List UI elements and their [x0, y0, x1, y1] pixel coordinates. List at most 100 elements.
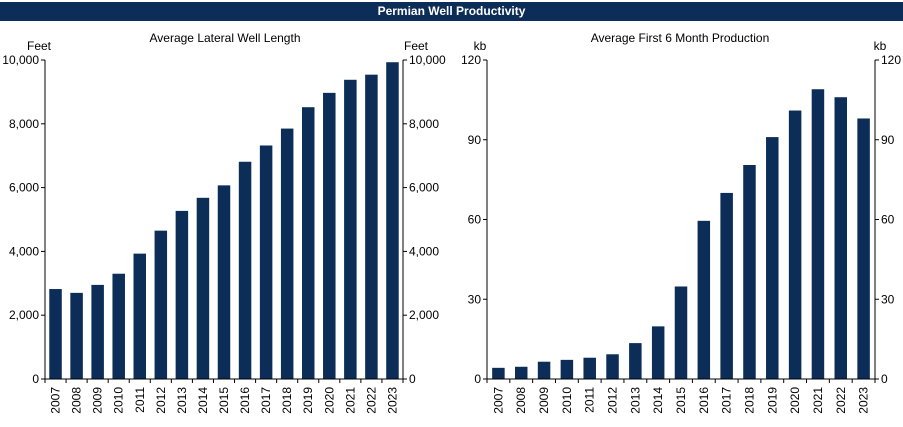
lateral-x-label-2016: 2016: [238, 387, 252, 414]
production-left-tick-label: 60: [468, 213, 482, 227]
lateral-x-label-2014: 2014: [196, 387, 210, 414]
production-x-label-2008: 2008: [514, 387, 528, 414]
production-bar-2019: [766, 137, 779, 379]
production-left-tick-label: 120: [461, 53, 481, 67]
lateral-right-tick-label: 8,000: [409, 117, 439, 131]
production-chart: Average First 6 Month Production kb kb 0 0 30…: [461, 31, 901, 414]
lateral-left-tick-label: 8,000: [9, 117, 39, 131]
production-x-label-2011: 2011: [583, 387, 597, 413]
production-x-label-2017: 2017: [720, 387, 734, 414]
lateral-x-label-2015: 2015: [217, 387, 231, 414]
lateral-left-tick-label: 4,000: [9, 244, 39, 258]
production-x-label-2007: 2007: [491, 387, 505, 414]
lateral-bar-2022: [365, 74, 378, 380]
production-x-label-2012: 2012: [606, 387, 620, 414]
lateral-bar-2011: [133, 253, 147, 379]
production-bar-2020: [788, 110, 802, 379]
lateral-right-tick-label: 0: [409, 372, 416, 386]
lateral-bar-2012: [154, 230, 168, 379]
production-x-label-2016: 2016: [697, 387, 711, 414]
production-bar-2017: [720, 192, 733, 379]
production-left-tick-label: 30: [468, 292, 482, 306]
lateral-left-unit-label: Feet: [27, 39, 52, 53]
lateral-x-label-2007: 2007: [49, 387, 63, 414]
production-right-tick-label: 90: [881, 133, 895, 147]
lateral-x-label-2019: 2019: [301, 387, 315, 414]
production-x-label-2010: 2010: [560, 387, 574, 414]
lateral-left-tick-label: 6,000: [9, 181, 39, 195]
production-right-unit-label: kb: [874, 39, 887, 53]
lateral-x-label-2013: 2013: [175, 387, 189, 414]
lateral-right-unit-label: Feet: [404, 39, 429, 53]
lateral-bar-2019: [301, 107, 315, 380]
lateral-right-tick-label: 4,000: [409, 244, 439, 258]
lateral-bar-2018: [280, 128, 294, 379]
lateral-x-label-2008: 2008: [70, 387, 84, 414]
lateral-bar-2010: [112, 273, 125, 379]
lateral-bar-2020: [323, 92, 336, 380]
production-x-label-2020: 2020: [788, 387, 802, 414]
production-bar-2016: [697, 220, 711, 379]
production-right-tick-label: 60: [881, 213, 895, 227]
lateral-right-tick-label: 10,000: [409, 53, 446, 67]
lateral-bar-2016: [238, 161, 252, 379]
production-bar-2013: [629, 343, 642, 379]
lateral-x-label-2009: 2009: [91, 387, 105, 414]
lateral-left-tick-label: 10,000: [2, 53, 39, 67]
lateral-x-label-2018: 2018: [280, 387, 294, 414]
lateral-bar-2015: [217, 185, 231, 379]
production-x-label-2009: 2009: [537, 387, 551, 414]
lateral-x-label-2023: 2023: [385, 387, 399, 414]
lateral-right-tick-label: 2,000: [409, 308, 439, 322]
production-bar-2009: [537, 361, 551, 379]
production-bar-2022: [834, 97, 848, 379]
lateral-bar-2023: [386, 62, 399, 379]
production-x-label-2023: 2023: [857, 387, 871, 414]
production-x-label-2019: 2019: [765, 387, 779, 414]
lateral-bar-2007: [49, 289, 62, 379]
lateral-x-label-2021: 2021: [343, 387, 357, 414]
production-right-tick-label: 120: [881, 53, 901, 67]
lateral-bar-2013: [175, 210, 189, 379]
lateral-x-label-2012: 2012: [154, 387, 168, 414]
lateral-bar-2008: [70, 292, 83, 379]
lateral-chart-title: Average Lateral Well Length: [150, 31, 301, 45]
production-x-label-2022: 2022: [834, 387, 848, 414]
lateral-x-label-2017: 2017: [259, 387, 273, 414]
production-bar-2011: [583, 357, 596, 379]
lateral-bar-2017: [259, 145, 273, 379]
production-bar-2012: [606, 354, 619, 379]
lateral-bar-2009: [91, 284, 104, 379]
production-x-label-2013: 2013: [628, 387, 642, 414]
lateral-x-label-2010: 2010: [112, 387, 126, 414]
production-bar-2010: [560, 359, 574, 379]
production-bar-2023: [857, 118, 870, 379]
lateral-bar-2021: [344, 79, 357, 379]
chart-banner: Permian Well Productivity: [0, 2, 903, 21]
production-bar-2015: [674, 286, 688, 379]
production-right-tick-label: 0: [881, 372, 888, 386]
production-x-label-2015: 2015: [674, 387, 688, 414]
production-right-tick-label: 30: [881, 292, 895, 306]
lateral-right-tick-label: 6,000: [409, 181, 439, 195]
production-bar-2021: [811, 89, 825, 380]
production-left-tick-label: 0: [474, 372, 481, 386]
lateral-x-label-2011: 2011: [133, 387, 147, 413]
lateral-left-tick-label: 0: [32, 372, 39, 386]
production-x-label-2021: 2021: [811, 387, 825, 414]
production-x-label-2018: 2018: [742, 387, 756, 414]
production-bar-2007: [492, 367, 505, 379]
production-x-label-2014: 2014: [651, 387, 665, 414]
production-left-tick-label: 90: [468, 133, 482, 147]
lateral-x-label-2022: 2022: [364, 387, 378, 414]
production-bar-2018: [743, 165, 756, 379]
lateral-length-chart: Average Lateral Well Length Feet Feet 0 0 2,0…: [2, 31, 446, 414]
production-bar-2008: [514, 366, 528, 379]
production-left-unit-label: kb: [474, 39, 487, 53]
production-bar-2014: [651, 326, 665, 379]
production-chart-title: Average First 6 Month Production: [591, 31, 770, 45]
lateral-bar-2014: [196, 197, 210, 379]
lateral-left-tick-label: 2,000: [9, 308, 39, 322]
lateral-x-label-2020: 2020: [322, 387, 336, 414]
